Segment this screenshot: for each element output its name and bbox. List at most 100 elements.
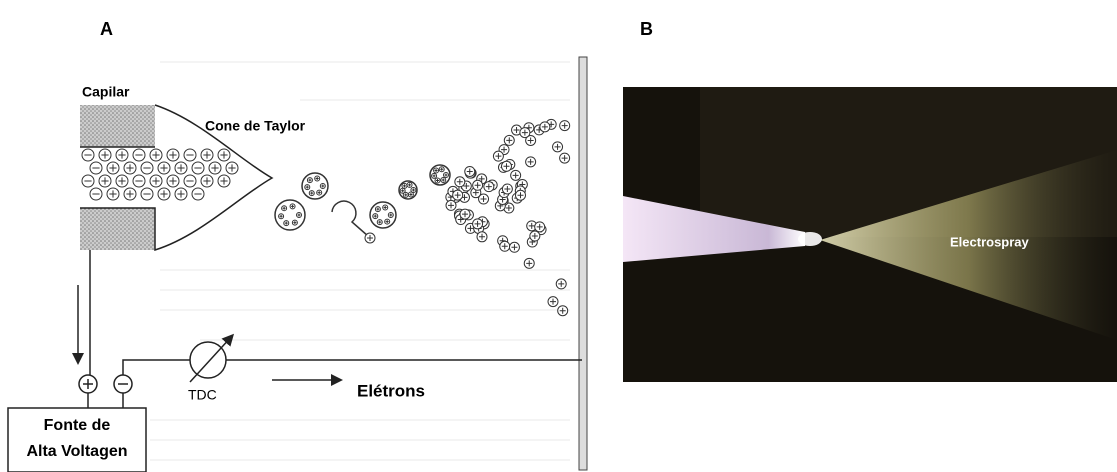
ion-sign xyxy=(373,214,377,218)
wire xyxy=(122,359,582,375)
ion-sign xyxy=(480,196,487,203)
ions xyxy=(81,118,571,317)
ion-sign xyxy=(463,183,470,190)
needle-tip xyxy=(798,232,822,246)
ion-sign xyxy=(454,192,461,199)
ion-sign xyxy=(521,129,528,136)
ion-sign xyxy=(389,213,393,217)
ion-sign xyxy=(220,177,228,185)
ion-sign xyxy=(440,167,444,171)
ion-sign xyxy=(310,191,314,195)
faded-text-background xyxy=(150,61,570,461)
ion-sign xyxy=(376,207,380,211)
ion-sign xyxy=(402,184,406,188)
ion-sign xyxy=(511,244,518,251)
ion-sign xyxy=(561,122,568,129)
ion-sign xyxy=(505,205,512,212)
ion-sign xyxy=(408,183,412,187)
ion-sign xyxy=(126,190,134,198)
ion-sign xyxy=(527,158,534,165)
ion-sign xyxy=(152,177,160,185)
power-source xyxy=(7,407,147,472)
source-label: Fonte de xyxy=(44,417,111,434)
spray-plume xyxy=(820,150,1117,340)
ion-sign xyxy=(444,173,448,177)
ion-sign xyxy=(169,177,177,185)
capillary-wall xyxy=(80,105,155,147)
plus-sign xyxy=(83,379,93,389)
ion-sign xyxy=(321,184,325,188)
ion-sign xyxy=(512,172,519,179)
ion-sign xyxy=(367,235,373,241)
ion-sign xyxy=(436,178,440,182)
ion-sign xyxy=(409,193,413,197)
ion-sign xyxy=(203,177,211,185)
ion-sign xyxy=(109,164,117,172)
detector-arrow xyxy=(189,333,235,383)
ion-sign xyxy=(504,185,511,192)
ion-sign xyxy=(441,178,445,182)
ion-sign xyxy=(109,190,117,198)
ion-sign xyxy=(220,151,228,159)
ion-sign xyxy=(385,220,389,224)
ion-sign xyxy=(279,214,283,218)
ion-sign xyxy=(160,164,168,172)
ion-sign xyxy=(536,223,543,230)
ion-sign xyxy=(527,137,534,144)
ion-sign xyxy=(466,168,473,175)
ion-sign xyxy=(541,123,548,130)
ion-sign xyxy=(177,164,185,172)
ion-sign xyxy=(467,225,474,232)
ion-sign xyxy=(558,280,565,287)
ion-sign xyxy=(531,233,538,240)
collector-plate xyxy=(578,56,588,471)
panel-label: A xyxy=(100,19,113,39)
ion-sign xyxy=(293,221,297,225)
ion-sign xyxy=(404,193,408,197)
ion-sign xyxy=(101,177,109,185)
ion-sign xyxy=(282,206,286,210)
ion-sign xyxy=(448,202,455,209)
ion-sign xyxy=(550,298,557,305)
panel-label: B xyxy=(640,19,653,39)
ion-sign xyxy=(169,151,177,159)
needle xyxy=(623,196,805,262)
ion-sign xyxy=(211,164,219,172)
ion-sign xyxy=(485,183,492,190)
ion-sign xyxy=(456,178,463,185)
capillary-wall xyxy=(80,208,155,250)
ion-sign xyxy=(126,164,134,172)
ion-sign xyxy=(561,155,568,162)
ion-sign xyxy=(228,164,236,172)
ion-sign xyxy=(526,260,533,267)
ion-sign xyxy=(517,192,524,199)
ion-sign xyxy=(284,221,288,225)
ion-sign xyxy=(434,168,438,172)
ion-sign xyxy=(317,191,321,195)
ion-sign xyxy=(528,222,535,229)
ion-sign xyxy=(474,182,481,189)
electrons-label: Elétrons xyxy=(357,381,425,400)
ion-sign xyxy=(478,175,485,182)
droplet xyxy=(331,200,369,237)
ion-sign xyxy=(559,307,566,314)
ion-sign xyxy=(474,220,481,227)
ion-sign xyxy=(554,143,561,150)
ion-sign xyxy=(152,151,160,159)
ion-sign xyxy=(203,151,211,159)
spray-label: Electrospray xyxy=(950,234,1030,249)
ion-sign xyxy=(401,189,405,193)
detector xyxy=(189,341,227,379)
wire xyxy=(87,393,124,408)
ion-sign xyxy=(315,177,319,181)
ion-sign xyxy=(479,233,486,240)
ion-sign xyxy=(305,185,309,189)
ion-sign xyxy=(291,204,295,208)
ion-sign xyxy=(503,163,510,170)
ion-sign xyxy=(118,151,126,159)
ion-sign xyxy=(160,190,168,198)
ion-sign xyxy=(297,213,301,217)
ion-sign xyxy=(411,188,415,192)
